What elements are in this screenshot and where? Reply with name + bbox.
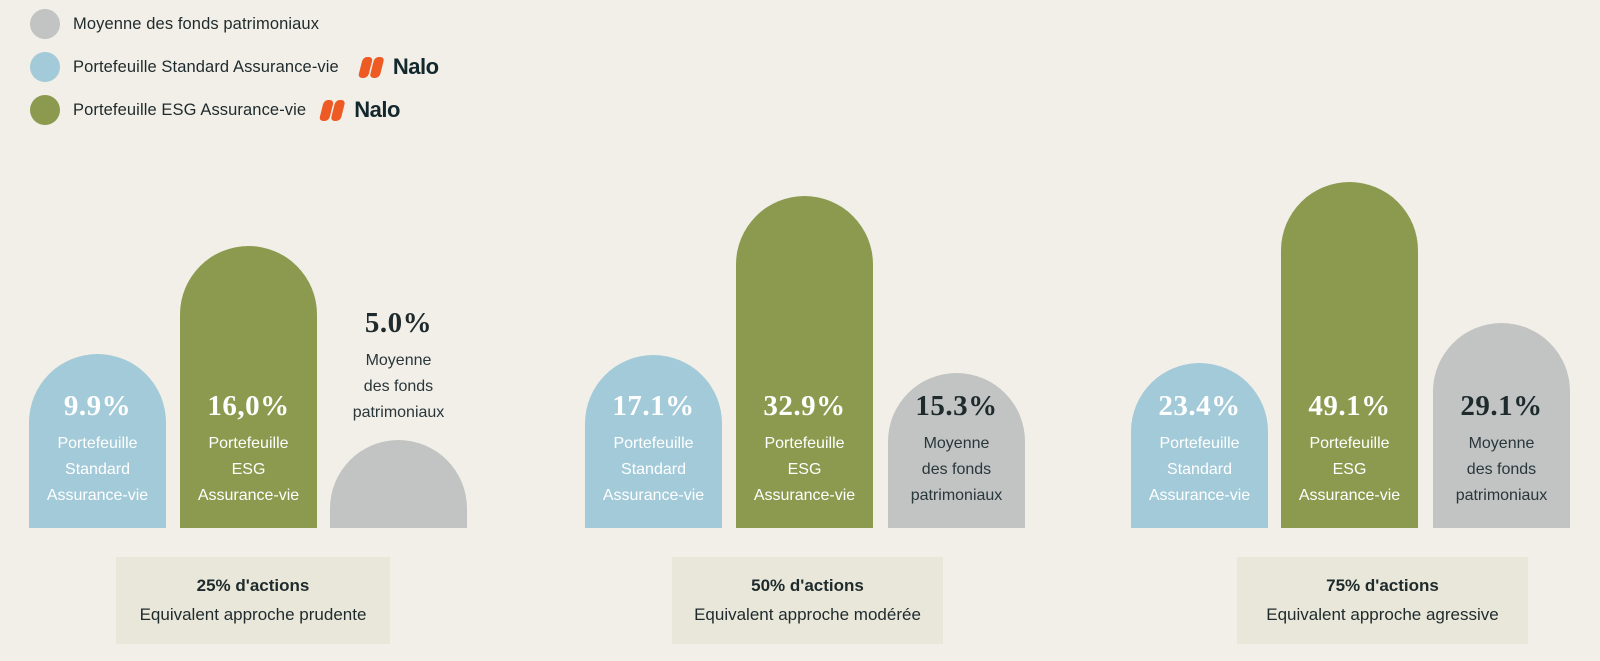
bar-standard-group1 bbox=[29, 354, 166, 528]
bar-series-name: Moyenne bbox=[365, 352, 432, 369]
bar-series-name: Assurance-vie bbox=[602, 487, 705, 504]
bar-series-name: Portefeuille bbox=[613, 435, 694, 452]
bar-value: 17.1% bbox=[612, 390, 695, 422]
bar-series-name: des fonds bbox=[921, 461, 992, 478]
bar-value: 9.9% bbox=[63, 390, 132, 422]
bar-series-name: Standard bbox=[65, 461, 130, 478]
bar-label-standard-group1: 9.9% Portefeuille Standard Assurance-vie bbox=[18, 390, 178, 509]
bar-series-name: Assurance-vie bbox=[1148, 487, 1251, 504]
bar-label-esg-group2: 32.9% Portefeuille ESG Assurance-vie bbox=[725, 390, 885, 509]
footer-title: 75% d'actions bbox=[1326, 576, 1439, 595]
legend-swatch-esg-icon bbox=[30, 95, 60, 125]
nalo-wordmark: Nalo bbox=[354, 97, 400, 122]
bar-standard-group3 bbox=[1131, 363, 1268, 528]
footer-box-group1: 25% d'actions Equivalent approche pruden… bbox=[116, 557, 390, 644]
bar-series-name: Assurance-vie bbox=[1298, 487, 1401, 504]
footer-subtitle: Equivalent approche prudente bbox=[139, 605, 367, 624]
bar-series-name: Portefeuille bbox=[208, 435, 289, 452]
bar-series-name: Portefeuille bbox=[1309, 435, 1390, 452]
bar-series-name: ESG bbox=[231, 461, 266, 478]
bar-value: 16,0% bbox=[207, 390, 290, 422]
legend-item-average: Moyenne des fonds patrimoniaux bbox=[30, 9, 439, 39]
footer-subtitle: Equivalent approche modérée bbox=[694, 605, 921, 624]
nalo-wordmark: Nalo bbox=[392, 54, 439, 79]
footer-title: 50% d'actions bbox=[751, 576, 864, 595]
bar-series-name: Assurance-vie bbox=[46, 487, 149, 504]
bar-label-esg-group1: 16,0% Portefeuille ESG Assurance-vie bbox=[169, 390, 329, 509]
bar-label-esg-group3: 49.1% Portefeuille ESG Assurance-vie bbox=[1270, 390, 1430, 509]
bar-series-name: Standard bbox=[1167, 461, 1232, 478]
bar-value: 5.0% bbox=[364, 307, 433, 339]
bar-series-name: Standard bbox=[621, 461, 686, 478]
bar-series-name: des fonds bbox=[1466, 461, 1537, 478]
nalo-logo: Nalo bbox=[319, 97, 400, 123]
bar-esg-group3 bbox=[1281, 182, 1418, 528]
legend-item-esg: Portefeuille ESG Assurance-vie Nalo bbox=[30, 95, 439, 125]
footer-title: 25% d'actions bbox=[196, 576, 310, 595]
legend: Moyenne des fonds patrimoniaux Portefeui… bbox=[30, 9, 439, 125]
nalo-mark-icon bbox=[319, 99, 345, 121]
footer-box-group3: 75% d'actions Equivalent approche agress… bbox=[1237, 557, 1528, 644]
legend-swatch-standard-icon bbox=[30, 52, 60, 82]
bar-series-name: patrimoniaux bbox=[352, 404, 445, 421]
bar-label-average-group2: 15.3% Moyenne des fonds patrimoniaux bbox=[877, 390, 1037, 509]
bar-series-name: ESG bbox=[1332, 461, 1367, 478]
bar-series-name: des fonds bbox=[363, 378, 434, 395]
bar-standard-group2 bbox=[585, 355, 722, 528]
bar-label-average-group1: 5.0% Moyenne des fonds patrimoniaux bbox=[319, 307, 479, 426]
nalo-mark-icon bbox=[358, 56, 384, 78]
bar-average-group1 bbox=[330, 440, 467, 528]
legend-label-average: Moyenne des fonds patrimoniaux bbox=[73, 14, 320, 33]
bar-series-name: Portefeuille bbox=[1159, 435, 1240, 452]
bar-esg-group1 bbox=[180, 246, 317, 528]
bar-label-average-group3: 29.1% Moyenne des fonds patrimoniaux bbox=[1422, 390, 1582, 509]
bar-average-group2 bbox=[888, 373, 1025, 528]
footer-subtitle: Equivalent approche agressive bbox=[1266, 605, 1499, 624]
bar-series-name: ESG bbox=[787, 461, 822, 478]
bar-series-name: Moyenne bbox=[923, 435, 990, 452]
footer-box-group2: 50% d'actions Equivalent approche modéré… bbox=[672, 557, 943, 644]
bar-series-name: Assurance-vie bbox=[753, 487, 856, 504]
bar-series-name: Moyenne bbox=[1468, 435, 1535, 452]
bar-series-name: Portefeuille bbox=[764, 435, 845, 452]
legend-swatch-average-icon bbox=[30, 9, 60, 39]
bar-average-group3 bbox=[1433, 323, 1570, 528]
bar-label-standard-group3: 23.4% Portefeuille Standard Assurance-vi… bbox=[1120, 390, 1280, 509]
bar-series-name: patrimoniaux bbox=[910, 487, 1003, 504]
bar-value: 23.4% bbox=[1158, 390, 1241, 422]
nalo-logo: Nalo bbox=[358, 54, 439, 80]
legend-item-standard: Portefeuille Standard Assurance-vie Nalo bbox=[30, 52, 439, 82]
bar-value: 15.3% bbox=[915, 390, 998, 422]
bar-value: 32.9% bbox=[763, 390, 846, 422]
bar-label-standard-group2: 17.1% Portefeuille Standard Assurance-vi… bbox=[574, 390, 734, 509]
bar-value: 49.1% bbox=[1308, 390, 1391, 422]
bar-series-name: Portefeuille bbox=[57, 435, 138, 452]
bar-value: 29.1% bbox=[1460, 390, 1543, 422]
legend-label-esg: Portefeuille ESG Assurance-vie bbox=[73, 100, 307, 119]
bar-series-name: patrimoniaux bbox=[1455, 487, 1548, 504]
bar-series-name: Assurance-vie bbox=[197, 487, 300, 504]
bar-esg-group2 bbox=[736, 196, 873, 528]
legend-label-standard: Portefeuille Standard Assurance-vie bbox=[73, 57, 339, 76]
